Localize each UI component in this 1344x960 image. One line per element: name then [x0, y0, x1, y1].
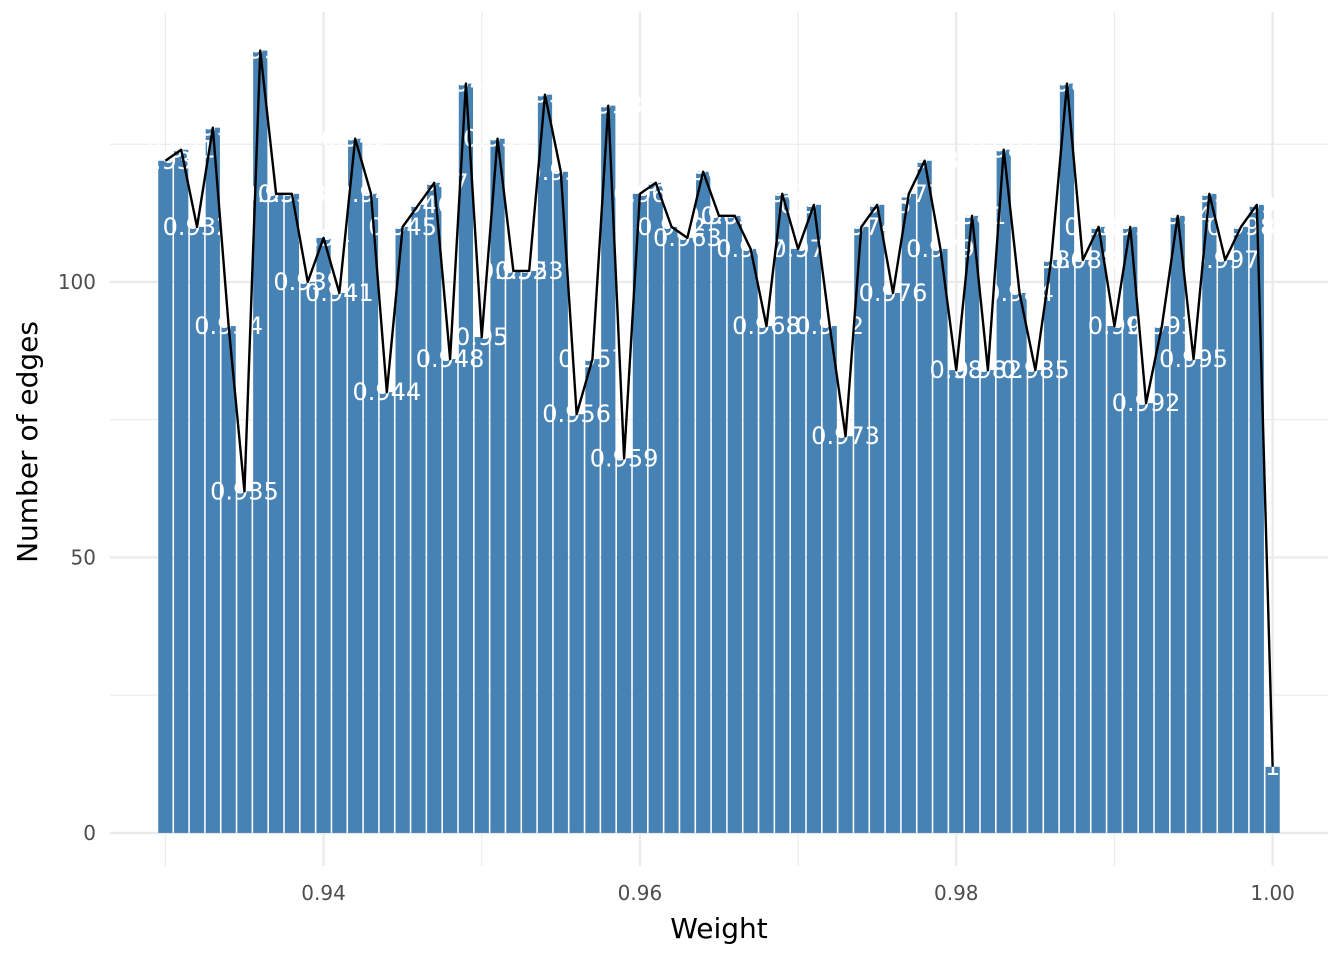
bar — [332, 292, 347, 833]
bar — [253, 50, 268, 833]
x-tick-label: 0.94 — [301, 881, 346, 905]
y-tick-label: 100 — [58, 270, 96, 294]
bar — [537, 94, 553, 833]
bar — [1044, 259, 1059, 833]
trend-line — [164, 49, 1274, 767]
trend-line-layer — [164, 49, 1274, 767]
bar — [996, 149, 1011, 833]
bar — [711, 215, 727, 833]
bar — [1123, 226, 1138, 833]
bar — [553, 171, 568, 833]
bar — [1170, 215, 1185, 833]
bar — [300, 281, 315, 833]
bar — [917, 160, 932, 833]
bar — [268, 193, 284, 833]
bar — [616, 458, 632, 833]
bar — [664, 226, 679, 833]
bar — [822, 326, 837, 833]
bar — [1075, 259, 1090, 833]
bar — [1233, 226, 1249, 833]
bar — [933, 248, 948, 833]
bar — [506, 270, 521, 833]
bar — [1186, 359, 1201, 833]
bar — [395, 226, 410, 833]
bar — [158, 160, 173, 833]
y-axis-title: Number of edges — [11, 321, 44, 563]
bar — [474, 337, 489, 833]
bar — [870, 204, 885, 833]
bar — [1249, 204, 1264, 833]
bar — [348, 138, 363, 833]
bar — [490, 138, 505, 833]
bars — [158, 50, 1280, 833]
bar — [632, 193, 648, 833]
bar — [1265, 766, 1280, 833]
bar — [806, 204, 822, 833]
bar — [284, 193, 300, 833]
bar — [569, 414, 584, 833]
bar — [901, 193, 916, 833]
bar — [1028, 370, 1043, 833]
bar — [237, 491, 252, 833]
bar — [205, 127, 220, 833]
bar — [980, 370, 996, 833]
y-tick-label: 0 — [83, 821, 96, 845]
bar — [1107, 326, 1122, 833]
bar — [790, 248, 806, 833]
bar — [854, 226, 869, 833]
bar — [885, 292, 901, 833]
bar — [316, 237, 331, 833]
bar — [680, 237, 695, 833]
bar — [743, 248, 758, 833]
bar — [1091, 226, 1106, 833]
bar — [759, 326, 774, 833]
bar — [363, 193, 379, 833]
bar — [727, 215, 742, 833]
bar — [1202, 193, 1217, 833]
bar — [585, 359, 600, 833]
bar — [775, 193, 790, 833]
bar — [1012, 292, 1027, 833]
x-tick-label: 0.96 — [618, 881, 663, 905]
bar — [174, 149, 189, 833]
x-axis-tick-labels: 0.94 0.96 0.98 1.00 — [301, 881, 1295, 905]
bar — [411, 204, 426, 833]
bar — [1059, 83, 1075, 833]
x-tick-label: 0.98 — [934, 881, 979, 905]
bar — [221, 326, 236, 833]
bar — [427, 182, 442, 833]
bar — [601, 105, 616, 833]
bar — [379, 392, 394, 833]
bar — [838, 436, 853, 833]
bar — [189, 226, 205, 833]
bar — [696, 171, 711, 833]
bar — [1138, 403, 1154, 833]
bar — [458, 83, 474, 833]
bar — [648, 182, 663, 833]
bar — [442, 359, 458, 833]
bar — [1218, 259, 1233, 833]
x-tick-label: 1.00 — [1250, 881, 1295, 905]
bar — [964, 215, 980, 833]
y-tick-label: 50 — [71, 545, 96, 569]
y-axis-tick-labels: 0 50 100 — [58, 270, 96, 845]
x-axis-title: Weight — [670, 912, 768, 945]
bar — [522, 270, 537, 833]
bar — [949, 370, 964, 833]
bar — [1154, 326, 1170, 833]
